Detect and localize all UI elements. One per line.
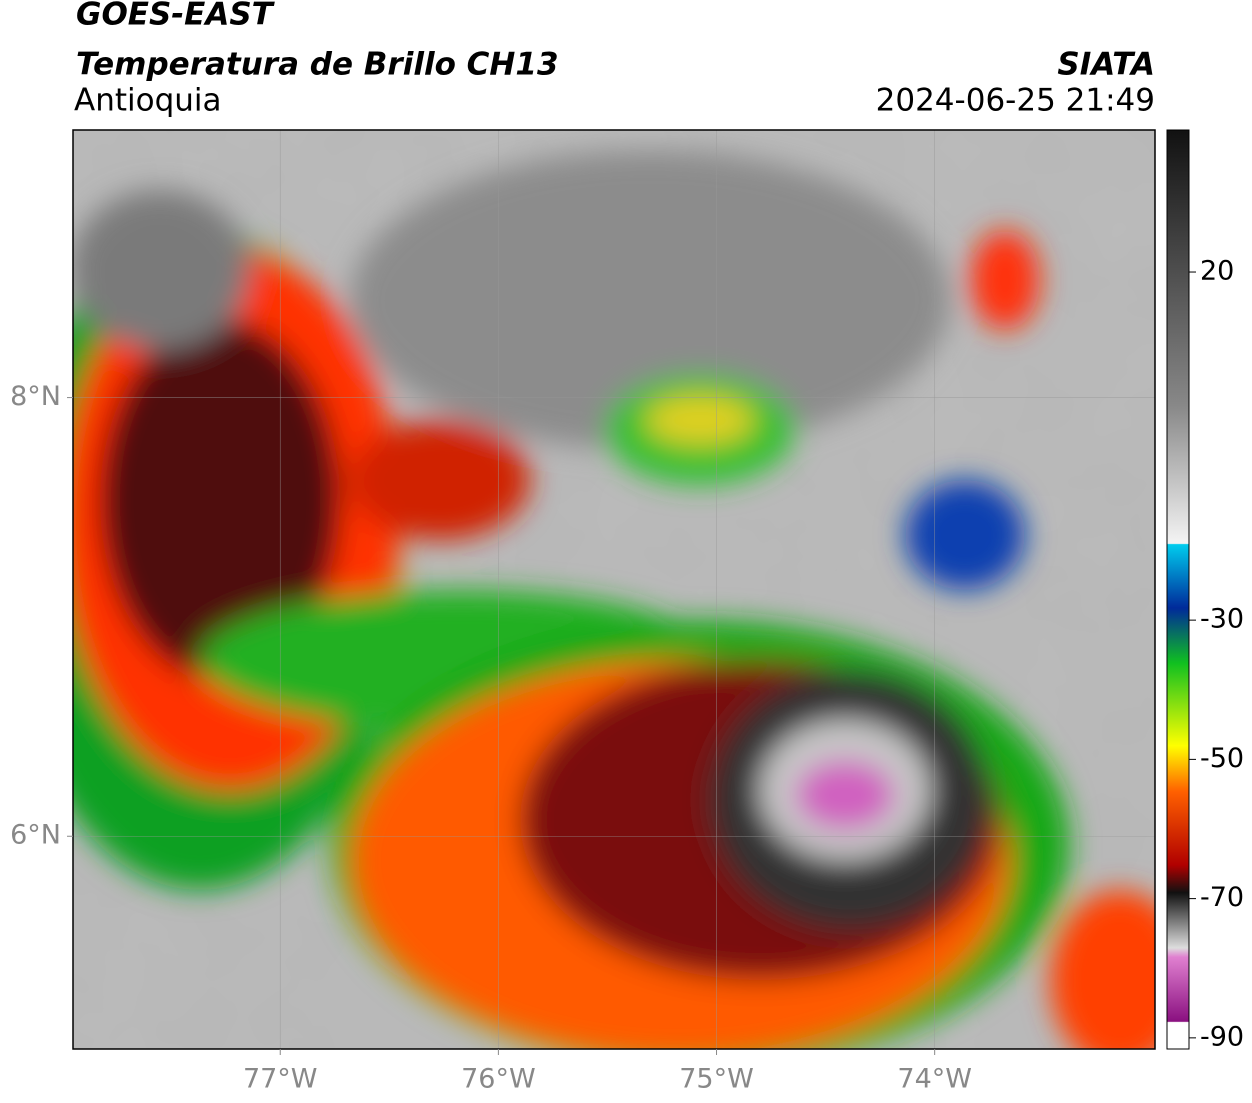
region: Antioquia [74,83,222,119]
colorbar-tick-label: 20 [1200,256,1234,287]
title: GOES-EAST [76,0,276,33]
source: SIATA [1057,47,1155,83]
datetime: 2024-06-25 21:49 [876,83,1155,119]
x-tick-label: 76°W [461,1064,536,1095]
y-tick-label: 8°N [10,381,61,412]
colorbar [1166,129,1190,1050]
y-tick-label: 6°N [10,820,61,851]
colorbar-tick-label: -70 [1200,882,1244,913]
map-frame [72,129,1156,1050]
colorbar-tick-label: -90 [1200,1021,1244,1052]
x-tick-label: 74°W [897,1064,972,1095]
x-tick-label: 77°W [243,1064,318,1095]
colorbar-tick-label: -30 [1200,604,1244,635]
satellite-image [73,130,1155,1049]
subtitle: Temperatura de Brillo CH13 [76,47,559,83]
colorbar-tick-label: -50 [1200,743,1244,774]
x-tick-label: 75°W [679,1064,754,1095]
